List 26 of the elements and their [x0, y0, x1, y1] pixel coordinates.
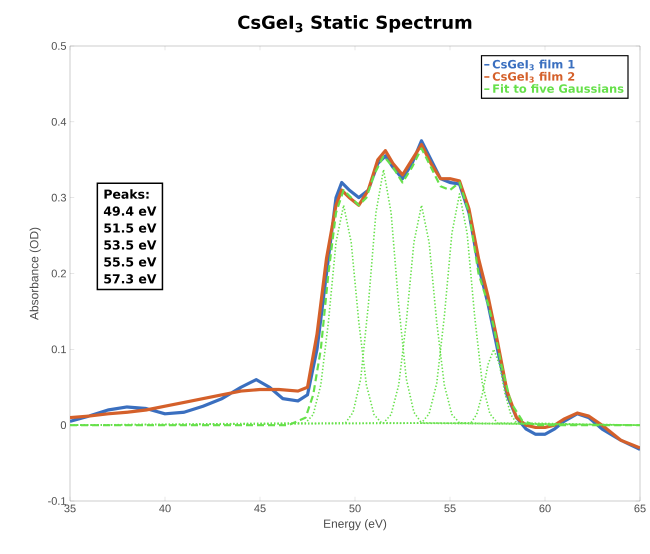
- annotation: 57.3 eV: [104, 274, 156, 284]
- legend-label: CsGeI$_{3}$ film 2: [492, 72, 574, 83]
- x-tick-label: 35: [64, 504, 76, 512]
- y-axis-title: Absorbance (OD): [30, 228, 41, 320]
- x-tick-label: 65: [634, 504, 646, 512]
- annotation: 49.4 eV: [104, 206, 156, 216]
- legend-label: CsGeI$_{3}$ film 1: [492, 60, 574, 70]
- y-tick-label: 0.2: [52, 270, 66, 278]
- annotation: 53.5 eV: [104, 240, 156, 250]
- annotation: Peaks:: [104, 189, 149, 199]
- y-tick-label: 0: [60, 421, 66, 430]
- y-tick-label: 0.5: [52, 42, 66, 50]
- annotation: 55.5 eV: [104, 257, 156, 267]
- x-tick-label: 50: [349, 504, 361, 512]
- legend-label: Fit to five Gaussians: [493, 84, 624, 93]
- y-tick-label: 0.3: [52, 194, 66, 202]
- x-axis-title: Energy (eV): [324, 519, 386, 530]
- x-tick-label: 55: [444, 504, 456, 512]
- chart-title: CsGeI$_{3}$ Static Spectrum: [238, 15, 472, 33]
- annotation: 51.5 eV: [104, 223, 156, 233]
- x-tick-label: 45: [254, 504, 266, 512]
- x-tick-label: 60: [539, 504, 551, 512]
- x-tick-label: 40: [159, 504, 171, 512]
- y-tick-label: 0.1: [52, 345, 66, 354]
- y-tick-label: 0.4: [52, 118, 66, 126]
- y-tick-label: -0.1: [48, 497, 66, 505]
